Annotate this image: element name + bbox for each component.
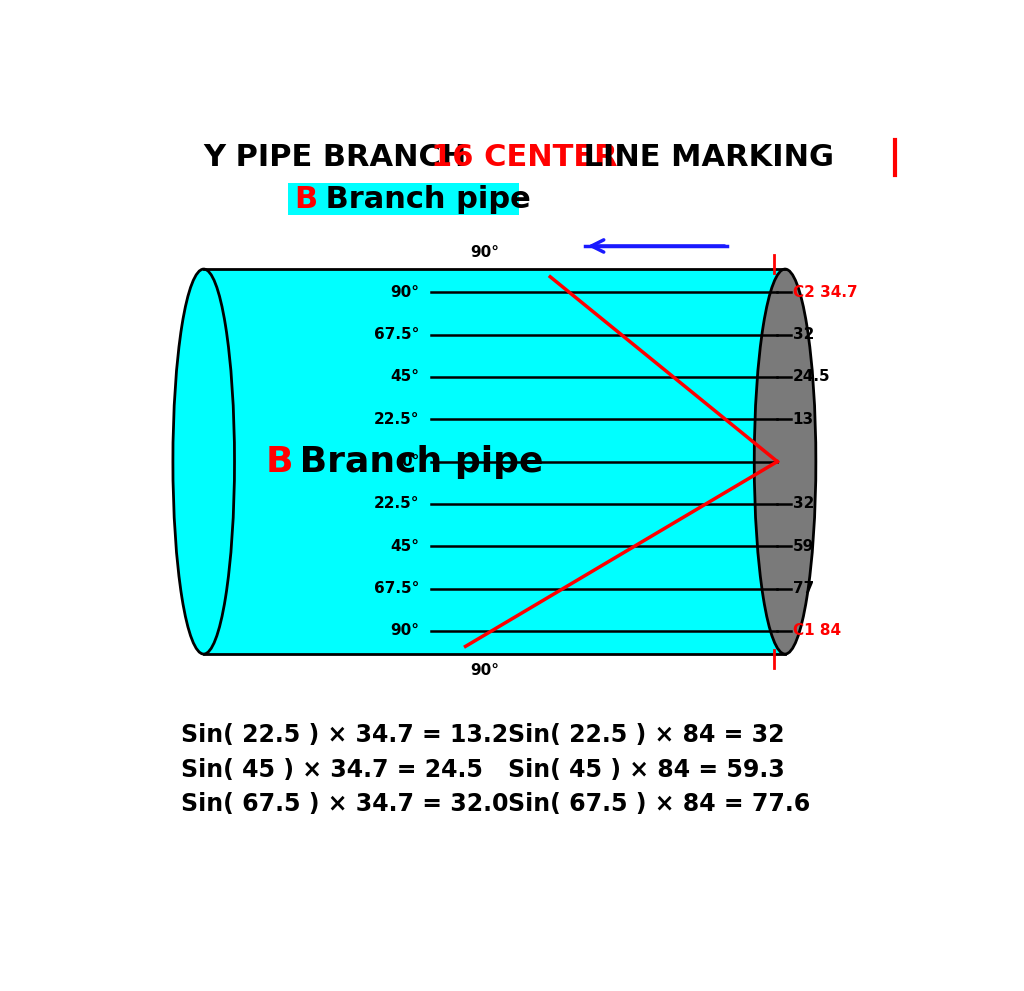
Text: Sin( 45 ) × 34.7 = 24.5: Sin( 45 ) × 34.7 = 24.5 — [180, 757, 482, 782]
Text: 0°: 0° — [401, 454, 419, 469]
Text: 32: 32 — [793, 327, 814, 342]
Text: 45°: 45° — [390, 370, 419, 385]
Ellipse shape — [755, 270, 816, 654]
Text: Branch pipe: Branch pipe — [314, 184, 530, 213]
Text: 16 CENTER: 16 CENTER — [431, 143, 617, 171]
Text: 32: 32 — [793, 496, 814, 511]
Text: 90°: 90° — [470, 663, 500, 678]
Text: 22.5°: 22.5° — [374, 411, 419, 427]
FancyBboxPatch shape — [204, 270, 785, 654]
Text: Branch pipe: Branch pipe — [287, 445, 544, 479]
Text: Sin( 22.5 ) × 34.7 = 13.2: Sin( 22.5 ) × 34.7 = 13.2 — [180, 722, 508, 747]
Text: 67.5°: 67.5° — [374, 581, 419, 597]
Text: Sin( 45 ) × 84 = 59.3: Sin( 45 ) × 84 = 59.3 — [508, 757, 784, 782]
Text: 59: 59 — [793, 539, 814, 554]
Text: 24.5: 24.5 — [793, 370, 830, 385]
Text: B: B — [295, 184, 317, 213]
Text: 22.5°: 22.5° — [374, 496, 419, 511]
Text: 13: 13 — [793, 411, 814, 427]
Text: C1 84: C1 84 — [793, 623, 841, 638]
Ellipse shape — [173, 270, 234, 654]
Text: LINE MARKING: LINE MARKING — [573, 143, 835, 171]
Text: Sin( 67.5 ) × 34.7 = 32.0: Sin( 67.5 ) × 34.7 = 32.0 — [180, 792, 508, 817]
Text: 90°: 90° — [390, 284, 419, 299]
Text: B: B — [265, 445, 293, 479]
Text: 90°: 90° — [390, 623, 419, 638]
Text: 67.5°: 67.5° — [374, 327, 419, 342]
Text: Y PIPE BRANCH: Y PIPE BRANCH — [204, 143, 488, 171]
Text: C2 34.7: C2 34.7 — [793, 284, 857, 299]
Text: 45°: 45° — [390, 539, 419, 554]
Text: Sin( 67.5 ) × 84 = 77.6: Sin( 67.5 ) × 84 = 77.6 — [508, 792, 810, 817]
Text: Sin( 22.5 ) × 84 = 32: Sin( 22.5 ) × 84 = 32 — [508, 722, 784, 747]
Text: 90°: 90° — [470, 245, 500, 260]
Text: 77: 77 — [793, 581, 814, 597]
FancyBboxPatch shape — [289, 182, 519, 215]
